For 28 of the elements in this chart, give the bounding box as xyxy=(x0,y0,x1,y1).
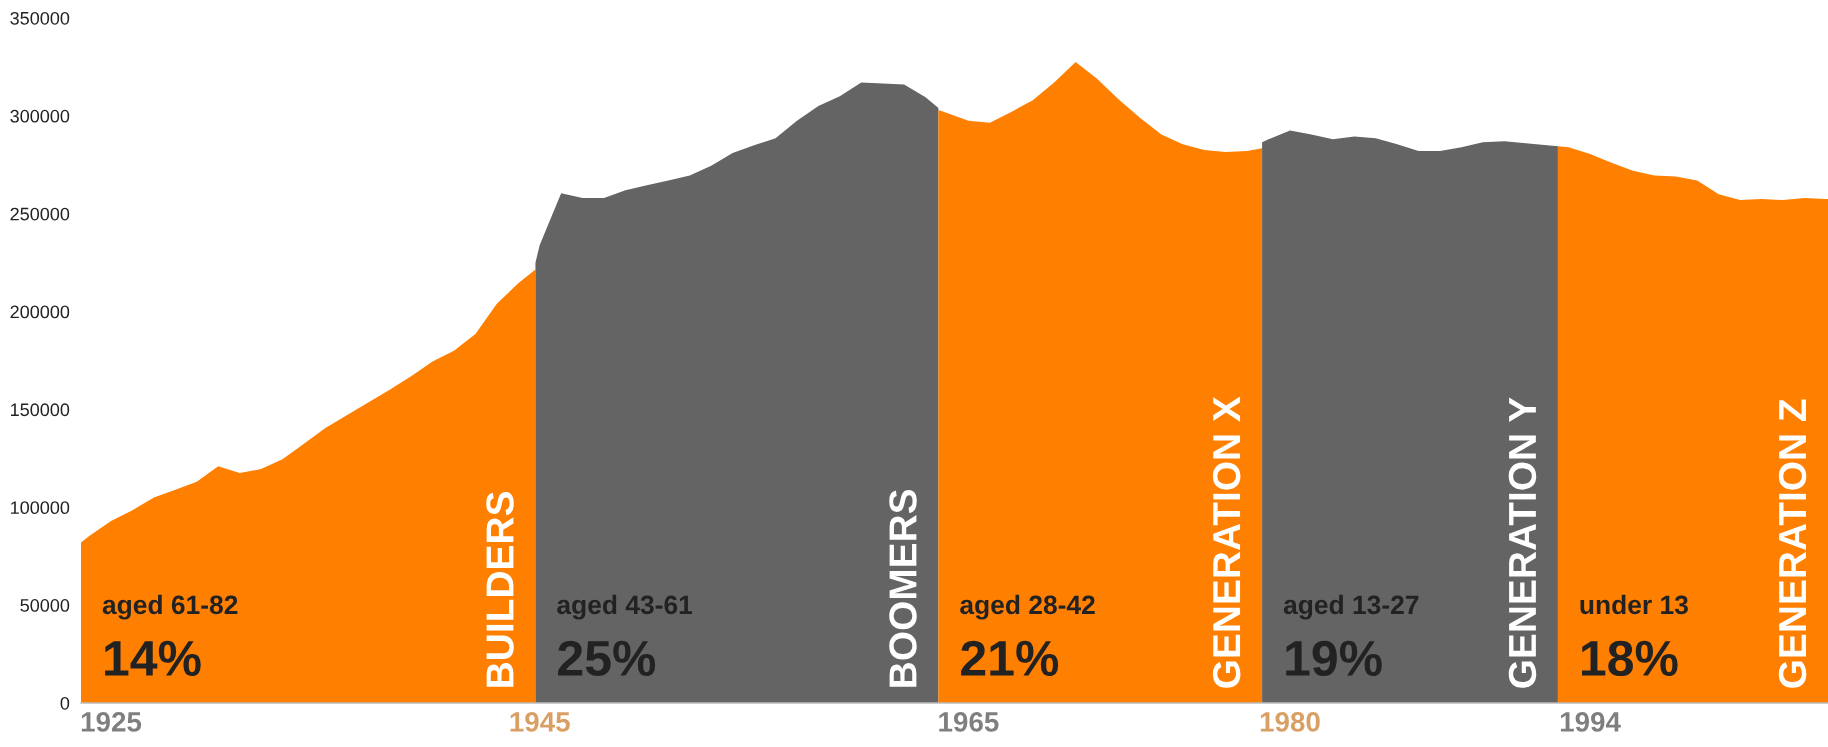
annotation: aged 28-42 xyxy=(960,594,1095,620)
x-tick-label: 1965 xyxy=(939,712,999,732)
x-tick-label: 1945 xyxy=(510,712,570,732)
annotation: aged 43-61 xyxy=(557,594,693,620)
annotation: aged 61-82 xyxy=(102,594,238,620)
y-tick-label: 100000 xyxy=(11,501,70,515)
y-tick-label: 150000 xyxy=(11,403,70,417)
x-tick-label: 1994 xyxy=(1560,712,1621,732)
y-tick-label: 350000 xyxy=(10,11,70,25)
annotation: 14% xyxy=(105,640,201,676)
annotation: 25% xyxy=(558,640,656,677)
series-label: BOOMERS xyxy=(889,489,917,687)
annotation: under 13 xyxy=(1580,594,1688,615)
y-tick-label: 300000 xyxy=(10,109,70,123)
annotation: 19% xyxy=(1286,640,1382,677)
annotation: 21% xyxy=(961,640,1059,676)
annotation: 18% xyxy=(1582,640,1678,677)
series-label: BUILDERS xyxy=(486,492,514,687)
x-tick-label: 1925 xyxy=(81,712,142,732)
y-tick-label: 250000 xyxy=(10,207,70,221)
y-tick-label: 50000 xyxy=(20,599,70,612)
series-label: GENERATION Z xyxy=(1778,399,1807,688)
x-tick-label: 1980 xyxy=(1260,712,1320,732)
series-label: GENERATION Y xyxy=(1508,397,1537,688)
y-tick-label: 0 xyxy=(60,696,70,710)
series-label: GENERATION X xyxy=(1212,396,1241,688)
annotation: aged 13-27 xyxy=(1283,594,1419,620)
y-tick-label: 200000 xyxy=(10,305,70,319)
